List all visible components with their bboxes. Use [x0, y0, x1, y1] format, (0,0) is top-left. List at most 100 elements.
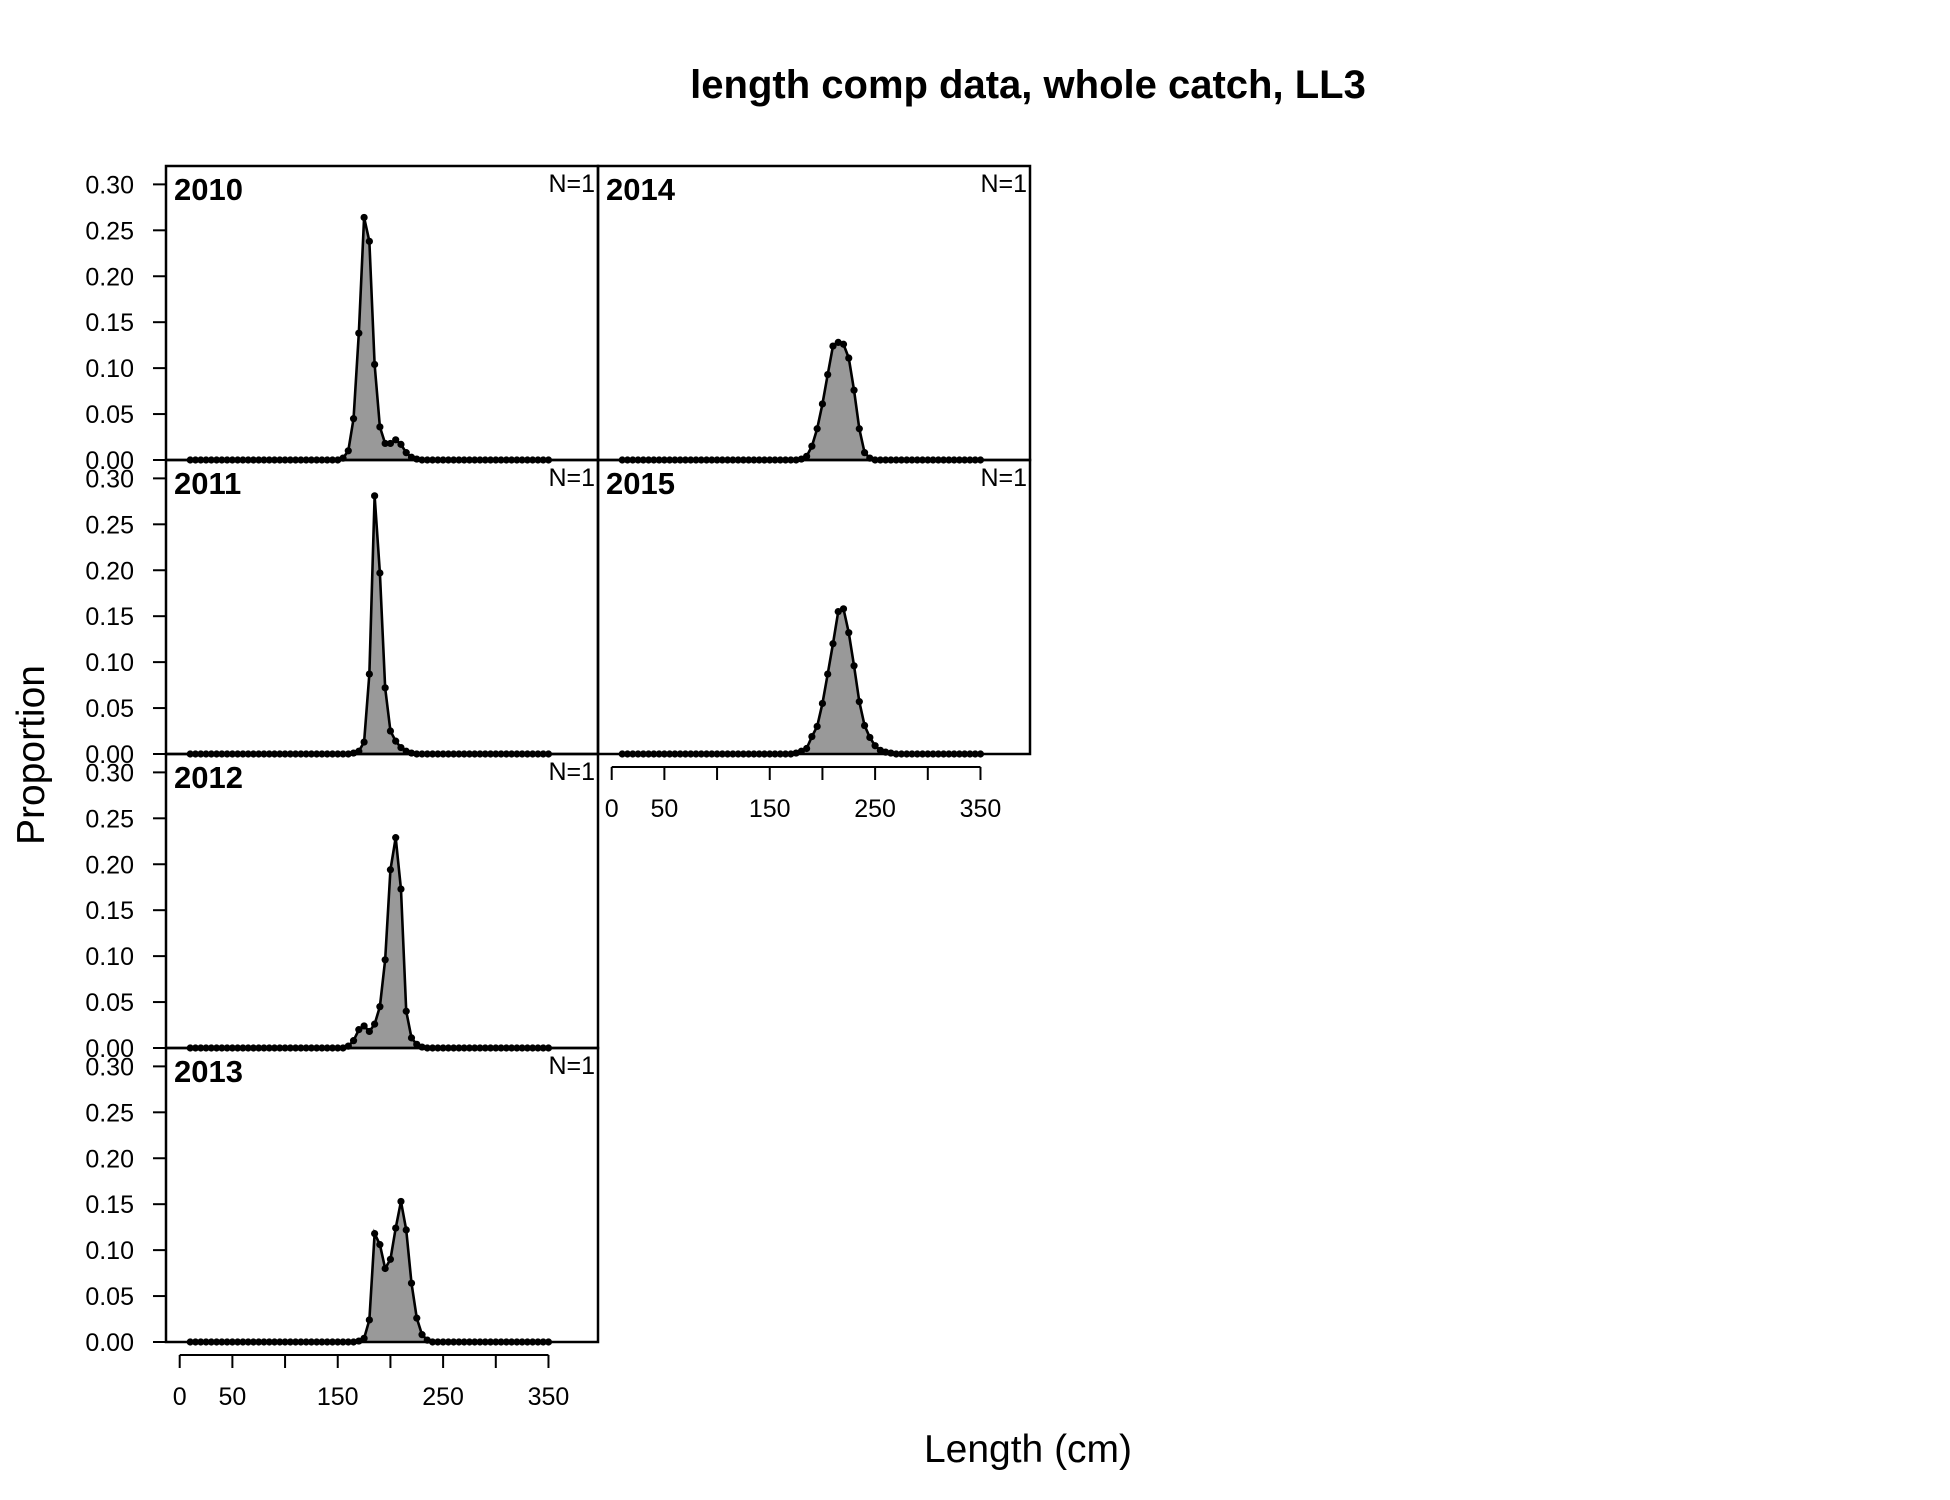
point-2015-240 — [860, 721, 869, 730]
y-tick-label: 0.25 — [85, 511, 134, 539]
y-tick-label: 0.25 — [85, 217, 134, 245]
panel-2010: 2010 N=1 0.00 0.05 0.10 0.15 0.20 0.25 0.30 — [85, 164, 600, 475]
y-tick-label: 0.15 — [85, 309, 134, 337]
point-2012-165 — [349, 1037, 358, 1045]
panel-year-label: 2012 — [174, 760, 243, 795]
point-2014-185 — [803, 452, 811, 460]
point-2012-170 — [355, 1026, 363, 1034]
y-tick-label: 0.10 — [85, 943, 134, 971]
y-tick-label: 0.00 — [85, 741, 134, 769]
panel-frame-2015 — [596, 458, 1032, 756]
point-2015-185 — [803, 744, 811, 753]
point-2010-185 — [371, 360, 379, 369]
point-2014-230 — [850, 386, 858, 394]
point-2012-185 — [371, 1020, 379, 1028]
x-tick-label: 0 — [173, 1383, 187, 1411]
x-tick-label: 50 — [218, 1383, 246, 1411]
point-2010-165 — [349, 415, 358, 423]
panel-n-label: N=1 — [980, 170, 1027, 198]
point-2013-230 — [418, 1331, 426, 1339]
y-tick-label: 0.00 — [85, 1329, 134, 1357]
point-2015-190 — [808, 732, 816, 741]
point-2015-250 — [871, 742, 879, 750]
point-2014-190 — [808, 442, 816, 450]
y-tick-label: 0.30 — [85, 465, 134, 493]
y-tick-label: 0.20 — [85, 557, 134, 585]
point-2014-225 — [845, 354, 853, 362]
y-tick-label: 0.15 — [85, 603, 134, 631]
y-tick-label: 0.00 — [85, 1035, 134, 1063]
point-2015-210 — [829, 640, 837, 648]
x-tick-label: 250 — [422, 1383, 464, 1411]
point-2012-195 — [381, 956, 389, 964]
x-axis-label: Length (cm) — [924, 1428, 1132, 1471]
chart-title: length comp data, whole catch, LL3 — [690, 63, 1366, 107]
point-2011-185 — [371, 492, 379, 500]
y-tick-label: 0.20 — [85, 851, 134, 879]
panel-year-label: 2010 — [174, 172, 243, 207]
point-2015-205 — [824, 670, 832, 678]
y-axis-label: Proportion — [10, 665, 53, 845]
panels-group: 2010 N=1 0.00 0.05 0.10 0.15 0.20 0.25 0.30 2011 N… — [85, 164, 1032, 1411]
panel-n-label: N=1 — [548, 464, 595, 492]
point-2015-245 — [866, 733, 874, 742]
point-2013-215 — [402, 1226, 410, 1234]
point-2015-225 — [845, 629, 853, 637]
y-tick-label: 0.20 — [85, 263, 134, 291]
y-tick-label: 0.20 — [85, 1145, 134, 1173]
y-tick-label: 0.25 — [85, 805, 134, 833]
point-2011-210 — [397, 743, 405, 752]
point-2013-195 — [381, 1264, 389, 1273]
panel-2013: 2013 N=1 0.00 0.05 0.10 0.15 0.20 0.25 0.30 0 50 15… — [85, 1046, 600, 1411]
x-tick-label: 350 — [960, 795, 1002, 823]
x-tick-label: 150 — [317, 1383, 359, 1411]
y-tick-label: 0.10 — [85, 649, 134, 677]
point-2014-195 — [813, 425, 821, 433]
panel-2014: 2014 N=1 — [596, 164, 1032, 464]
y-tick-label: 0.00 — [85, 447, 134, 475]
point-2014-205 — [824, 370, 832, 379]
area-2010 — [190, 217, 549, 460]
y-tick-label: 0.05 — [85, 401, 134, 429]
y-tick-label: 0.25 — [85, 1099, 134, 1127]
point-2015-220 — [839, 605, 848, 613]
point-2010-170 — [355, 329, 363, 337]
point-2013-210 — [397, 1197, 405, 1206]
point-2012-200 — [386, 866, 395, 874]
point-2013-220 — [407, 1279, 416, 1287]
point-2010-180 — [365, 237, 373, 245]
point-2013-180 — [365, 1316, 373, 1324]
point-2015-195 — [813, 722, 821, 731]
point-2010-205 — [392, 436, 400, 444]
point-2014-200 — [818, 400, 827, 408]
point-2010-200 — [386, 439, 395, 448]
point-2012-180 — [365, 1027, 373, 1036]
y-tick-label: 0.15 — [85, 897, 134, 925]
point-2011-190 — [376, 569, 384, 577]
point-2014-235 — [855, 425, 863, 433]
y-tick-label: 0.05 — [85, 989, 134, 1017]
y-tick-label: 0.10 — [85, 1237, 134, 1265]
panel-year-label: 2013 — [174, 1054, 243, 1089]
point-2011-175 — [360, 738, 368, 746]
point-2010-210 — [397, 440, 405, 448]
x-tick-label: 0 — [605, 795, 619, 823]
point-2011-195 — [381, 684, 389, 692]
point-2010-215 — [402, 449, 410, 457]
panel-n-label: N=1 — [548, 1052, 595, 1080]
point-2013-190 — [376, 1241, 384, 1249]
x-tick-label: 350 — [528, 1383, 570, 1411]
y-tick-label: 0.30 — [85, 1053, 134, 1081]
panel-n-label: N=1 — [980, 464, 1027, 492]
x-tick-label: 150 — [749, 795, 791, 823]
point-2012-210 — [397, 885, 405, 893]
point-2015-230 — [850, 662, 858, 670]
panel-n-label: N=1 — [548, 758, 595, 786]
panel-2015: 2015 N=1 0 50 150 250 350 — [596, 458, 1032, 823]
y-tick-label: 0.05 — [85, 1283, 134, 1311]
y-tick-label: 0.15 — [85, 1191, 134, 1219]
point-2013-200 — [386, 1255, 395, 1263]
point-2013-185 — [371, 1229, 379, 1238]
panel-year-label: 2015 — [606, 466, 675, 501]
